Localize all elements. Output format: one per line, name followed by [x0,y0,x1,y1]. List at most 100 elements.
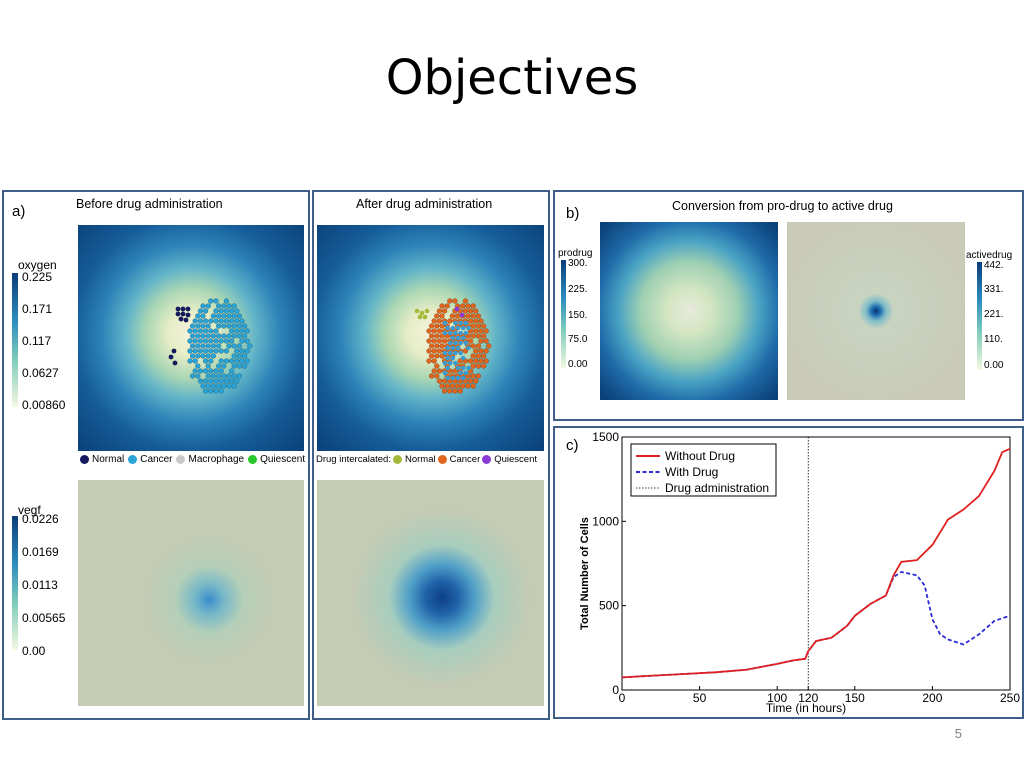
drug-cancer-cell [455,383,461,389]
drug-core-cell [450,375,456,381]
panel-b-title: Conversion from pro-drug to active drug [672,199,893,213]
legend-cancer-dot [128,455,138,464]
prodrug-colorbar [561,260,566,368]
cancer-cell [216,303,222,309]
cancer-cell [226,333,232,339]
page-number: 5 [954,726,962,741]
activedrug-colorbar [977,262,982,370]
cancer-cell [234,318,240,324]
activedrug-heatmap [787,222,965,400]
cancer-cell [192,318,198,324]
drug-cancer-cell [460,383,466,389]
cancer-cell [234,348,240,354]
cancer-cell [242,333,248,339]
drug-core-cell [460,355,466,361]
cancer-cell [192,328,198,334]
y-tick-label: 1000 [592,514,619,528]
y-tick-label: 500 [599,599,619,613]
cancer-cell [213,298,219,304]
drug-core-cell [445,355,450,361]
drug-cancer-cell [475,343,482,349]
cancer-cell [205,363,211,369]
cancer-cell [205,353,211,359]
cancer-cell [187,348,193,354]
drug-core-cell [455,375,461,381]
drug-cancer-cell [462,348,469,354]
normal-cell [185,306,191,312]
drug-normal-cell [414,308,420,314]
drug-cancer-cell [470,303,476,309]
drug-core-cell [460,375,466,381]
cancer-cell [236,353,243,359]
cancer-cell [189,343,196,349]
cancer-cell [236,333,243,339]
drug-cancer-cell [426,328,432,334]
drug-normal-cell [419,310,425,316]
cancer-cell [231,333,237,339]
cancer-cell [231,353,237,359]
drug-cancer-cell [428,343,435,349]
cancer-cell [213,338,219,344]
cancer-cell [244,338,250,344]
oxygen-colorbar-name: oxygen [18,258,57,272]
cancer-cell [226,323,232,329]
y-tick-label: 0 [612,683,619,697]
drug-core-cell [453,350,458,356]
drug-cancer-cell [470,383,476,389]
cancer-cell [208,388,214,394]
drug-core-cell [463,340,469,346]
drug-core-cell [442,330,448,336]
drug-cancer-cell [439,343,445,349]
x-tick-label: 50 [693,691,707,705]
drug-cancer-cell [436,318,443,324]
legend-normal-dot [80,455,89,464]
panel-b-label: b) [566,205,580,222]
drug-cancer-cell [468,358,474,364]
cancer-cell [218,338,224,344]
cancer-cell [234,308,240,314]
series-line-without-drug [621,447,1011,679]
cancer-cell [223,338,230,344]
drug-core-cell [450,345,456,351]
cancer-cell [208,378,214,384]
cancer-cell [213,368,219,374]
drug-cancer-cell [468,338,474,344]
drug-cancer-cell [434,343,440,349]
cancer-cell [200,353,206,359]
drug-cancer-cell [441,308,448,314]
cancer-cell [231,303,237,309]
cancer-cell [231,313,237,319]
drug-cancer-cell [439,313,445,319]
drug-core-cell [460,365,466,371]
panel-c-label: c) [566,437,579,454]
cancer-cell [189,323,196,329]
cancer-cell [213,308,219,314]
y-axis-label: Total Number of Cells [579,517,591,630]
cancer-cell [200,313,206,319]
prodrug-tick-0: 300. [568,258,588,269]
prodrug-tick-4: 0.00 [568,359,588,370]
drug-cancer-cell [478,318,484,324]
drug-cancer-cell [462,298,469,304]
legend-macrophage-label: Macrophage [188,454,245,465]
drug-cancer-cell [470,353,476,359]
cancer-cell [197,308,204,314]
cancer-cell [216,363,222,369]
drug-core-cell [442,320,448,326]
legend-after-prefix: Drug intercalated: [316,454,391,465]
drug-cancer-cell [449,313,456,319]
normal-cell [178,316,184,322]
vegf-tick-3: 0.00565 [22,611,66,625]
cancer-cell [195,333,201,339]
drug-cancer-cell [473,378,479,384]
drug-cancer-cell [452,298,458,304]
cancer-cell [218,308,224,314]
legend-drug-cancer-dot [437,455,447,464]
drug-core-cell [453,360,458,366]
cancer-cell [239,338,245,344]
cancer-cell [205,373,211,379]
cancer-cell [200,343,206,349]
drug-cancer-cell [444,383,450,389]
oxygen-tick-3: 0.0627 [22,366,59,380]
cancer-cell [229,358,235,364]
